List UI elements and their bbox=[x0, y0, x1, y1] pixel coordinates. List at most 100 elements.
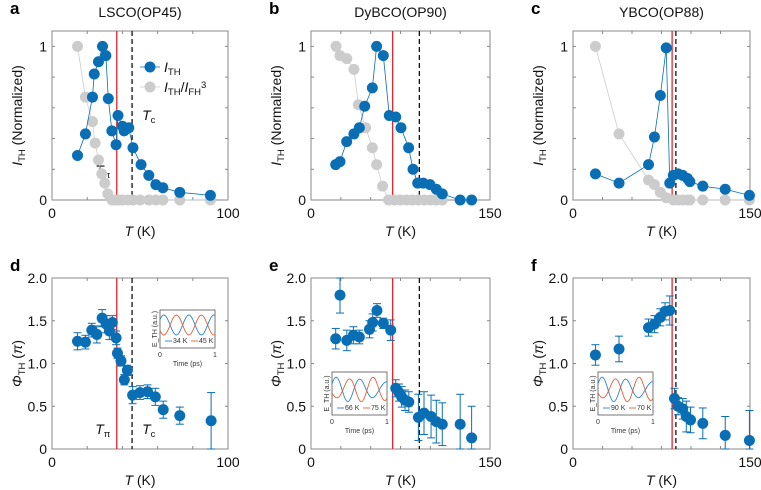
x-axis-label-part: (K) bbox=[394, 472, 417, 488]
data-point bbox=[97, 40, 109, 52]
data-point bbox=[115, 355, 127, 367]
legend-marker bbox=[144, 61, 156, 73]
panel-title: YBCO(OP88) bbox=[619, 4, 704, 20]
data-point bbox=[743, 189, 755, 201]
y-axis-label-part: ( bbox=[268, 354, 284, 363]
data-point bbox=[157, 404, 169, 416]
y-tick-label: 0 bbox=[39, 192, 47, 208]
x-tick-label: 150 bbox=[478, 205, 502, 221]
t-pi-label-part: T bbox=[95, 421, 105, 437]
data-point bbox=[385, 324, 397, 336]
legend-label-part: I bbox=[184, 79, 188, 95]
data-point bbox=[142, 386, 154, 398]
y-tick-label: 1 bbox=[560, 38, 568, 54]
inset-legend-label: 90 K bbox=[611, 405, 626, 412]
data-point bbox=[353, 331, 365, 343]
y-tick-label: 1.5 bbox=[287, 313, 307, 329]
y-axis-label-part: (Normalized) bbox=[9, 65, 25, 149]
inset-legend-label: 45 K bbox=[199, 338, 214, 345]
inset-y-label: E_TH (a.u.) bbox=[152, 311, 159, 347]
data-point bbox=[127, 142, 139, 154]
data-point bbox=[403, 396, 415, 408]
data-point bbox=[366, 82, 378, 94]
inset-waveform-1 bbox=[159, 314, 216, 336]
panel-b: b DyBCO(OP90) 0 150 0 1 T (K) ITH (Normalized) bbox=[268, 0, 502, 239]
x-axis-label: T (K) bbox=[646, 472, 677, 488]
y-axis-label-part: TH bbox=[276, 362, 287, 375]
t-c-label: Tc bbox=[142, 421, 156, 440]
y-axis-label-part: Φ bbox=[268, 375, 284, 387]
data-point bbox=[204, 189, 216, 201]
y-axis-label: ΦTH (π) bbox=[530, 340, 549, 387]
inset-x-tick: 0 bbox=[330, 419, 334, 426]
x-axis-label: T (K) bbox=[124, 223, 155, 239]
x-axis-label-part: (K) bbox=[655, 223, 678, 239]
data-point bbox=[110, 139, 122, 151]
y-tick-label: 2.0 bbox=[28, 270, 48, 286]
data-point bbox=[102, 93, 114, 105]
legend-marker bbox=[144, 81, 156, 93]
y-axis-label-part: TH bbox=[538, 149, 549, 162]
y-tick-label: 0.5 bbox=[549, 398, 569, 414]
data-point bbox=[205, 415, 217, 427]
x-axis-label-part: (K) bbox=[133, 223, 156, 239]
data-point bbox=[395, 122, 407, 134]
data-point bbox=[106, 125, 118, 137]
panel-letter: b bbox=[269, 0, 279, 18]
x-tick-label: 0 bbox=[569, 454, 577, 470]
inset-x-label: Time (ps) bbox=[611, 428, 640, 435]
y-axis-label-part: Φ bbox=[530, 375, 546, 387]
data-point bbox=[719, 183, 731, 195]
x-tick-label: 0 bbox=[569, 205, 577, 221]
inset-waveform-1 bbox=[597, 376, 654, 403]
y-axis-label-part: TH bbox=[276, 149, 287, 162]
y-tick-label: 2.0 bbox=[287, 270, 307, 286]
data-point bbox=[454, 194, 466, 206]
data-point bbox=[334, 156, 346, 168]
inset-waveform-0 bbox=[331, 376, 388, 403]
data-point bbox=[743, 434, 755, 446]
x-tick-label: 150 bbox=[738, 454, 761, 470]
data-point bbox=[613, 343, 625, 355]
x-axis-label: T (K) bbox=[385, 472, 416, 488]
data-point bbox=[366, 142, 378, 154]
inset-f: 90 K 70 K 0 1 Time (ps) E_TH (a.u.) bbox=[590, 371, 655, 435]
data-point bbox=[72, 149, 84, 161]
data-point bbox=[466, 432, 478, 444]
y-axis-label-part: π bbox=[268, 344, 284, 354]
inset-e: 66 K 75 K 0 1 Time (ps) E_TH (a.u.) bbox=[324, 371, 389, 435]
data-point bbox=[72, 335, 84, 347]
data-point bbox=[86, 116, 98, 128]
data-point bbox=[174, 186, 186, 198]
data-point bbox=[697, 417, 709, 429]
data-point bbox=[613, 128, 625, 140]
y-tick-label: 0.5 bbox=[287, 398, 307, 414]
inset-x-tick: 1 bbox=[385, 419, 389, 426]
t-c-label-part: c bbox=[151, 429, 156, 440]
plot-frame bbox=[51, 30, 229, 201]
legend-label-part: TH bbox=[168, 87, 181, 98]
legend-label-part: FH bbox=[188, 87, 201, 98]
data-point bbox=[643, 159, 655, 171]
panel-e: e 0 150 0 0.5 1.0 1.5 2.0 T (K) ΦTH (π) 66 K 75 K 0 1… bbox=[268, 256, 502, 488]
data-point bbox=[99, 177, 111, 189]
data-point bbox=[91, 328, 103, 340]
data-point bbox=[654, 90, 666, 102]
y-tick-label: 1.0 bbox=[549, 356, 569, 372]
x-tick-label: 0 bbox=[307, 205, 315, 221]
data-point bbox=[367, 316, 379, 328]
inset-x-tick: 0 bbox=[158, 352, 162, 359]
x-axis-label: T (K) bbox=[646, 223, 677, 239]
data-point bbox=[697, 194, 709, 206]
x-tick-label: 150 bbox=[738, 205, 761, 221]
legend-label-part: / bbox=[181, 79, 185, 95]
panel-f: f 0 150 0 0.5 1.0 1.5 2.0 T (K) ΦTH (π) 90 K 70 K 0 1… bbox=[530, 256, 761, 488]
x-axis-label-part: (K) bbox=[394, 223, 417, 239]
y-axis-label: ITH (Normalized) bbox=[268, 65, 287, 166]
data-point bbox=[92, 154, 104, 166]
data-point bbox=[89, 137, 101, 149]
data-point bbox=[123, 122, 135, 134]
